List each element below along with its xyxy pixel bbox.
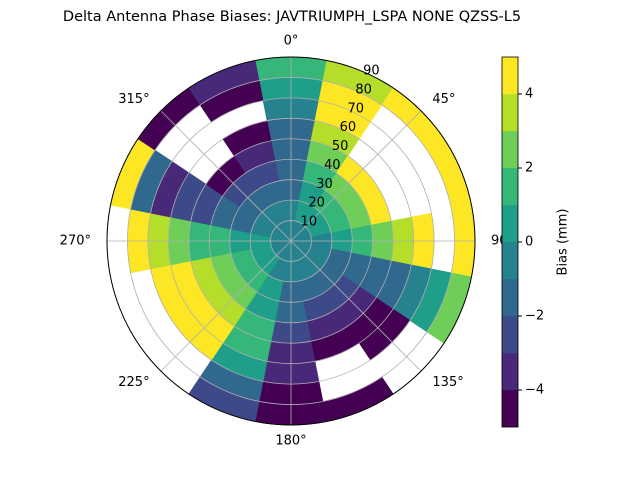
theta-tick-label: 225° (118, 375, 149, 390)
colorbar-band (501, 56, 519, 95)
theta-grid-line (290, 240, 422, 372)
theta-tick-label: 180° (275, 434, 306, 449)
r-tick-label: 30 (316, 177, 333, 192)
colorbar-band (501, 204, 519, 243)
colorbar-band (501, 278, 519, 317)
theta-tick-label: 135° (432, 375, 463, 390)
r-tick-label: 50 (332, 139, 349, 154)
r-tick-label: 20 (308, 196, 325, 211)
r-tick-label: 80 (355, 82, 372, 97)
theta-tick-label: 270° (60, 234, 91, 249)
theta-grid-line (160, 240, 292, 372)
theta-grid-line (160, 110, 292, 242)
colorbar-tick-label: −4 (525, 383, 544, 398)
colorbar-band (501, 241, 519, 280)
polar-frame (106, 56, 476, 426)
colorbar-tick-label: −2 (525, 309, 544, 324)
colorbar-label: Bias (mm) (556, 209, 571, 276)
r-tick-label: 90 (363, 64, 380, 79)
colorbar-band (501, 130, 519, 169)
r-tick-label: 70 (347, 101, 364, 116)
r-tick-label: 60 (340, 120, 357, 135)
colorbar-tick-label: 4 (525, 87, 533, 102)
colorbar-band (501, 167, 519, 206)
theta-tick-label: 45° (432, 92, 455, 107)
chart-title: Delta Antenna Phase Biases: JAVTRIUMPH_L… (63, 9, 521, 25)
r-tick-label: 10 (301, 215, 318, 230)
theta-grid-line (290, 110, 422, 242)
colorbar-tick-label: 0 (525, 235, 533, 250)
theta-tick-label: 315° (118, 92, 149, 107)
colorbar-band (501, 93, 519, 132)
colorbar-band (501, 352, 519, 391)
colorbar-band (501, 389, 519, 428)
r-tick-label: 40 (324, 158, 341, 173)
theta-tick-label: 0° (284, 34, 299, 49)
colorbar-band (501, 315, 519, 354)
colorbar-tick-label: 2 (525, 161, 533, 176)
